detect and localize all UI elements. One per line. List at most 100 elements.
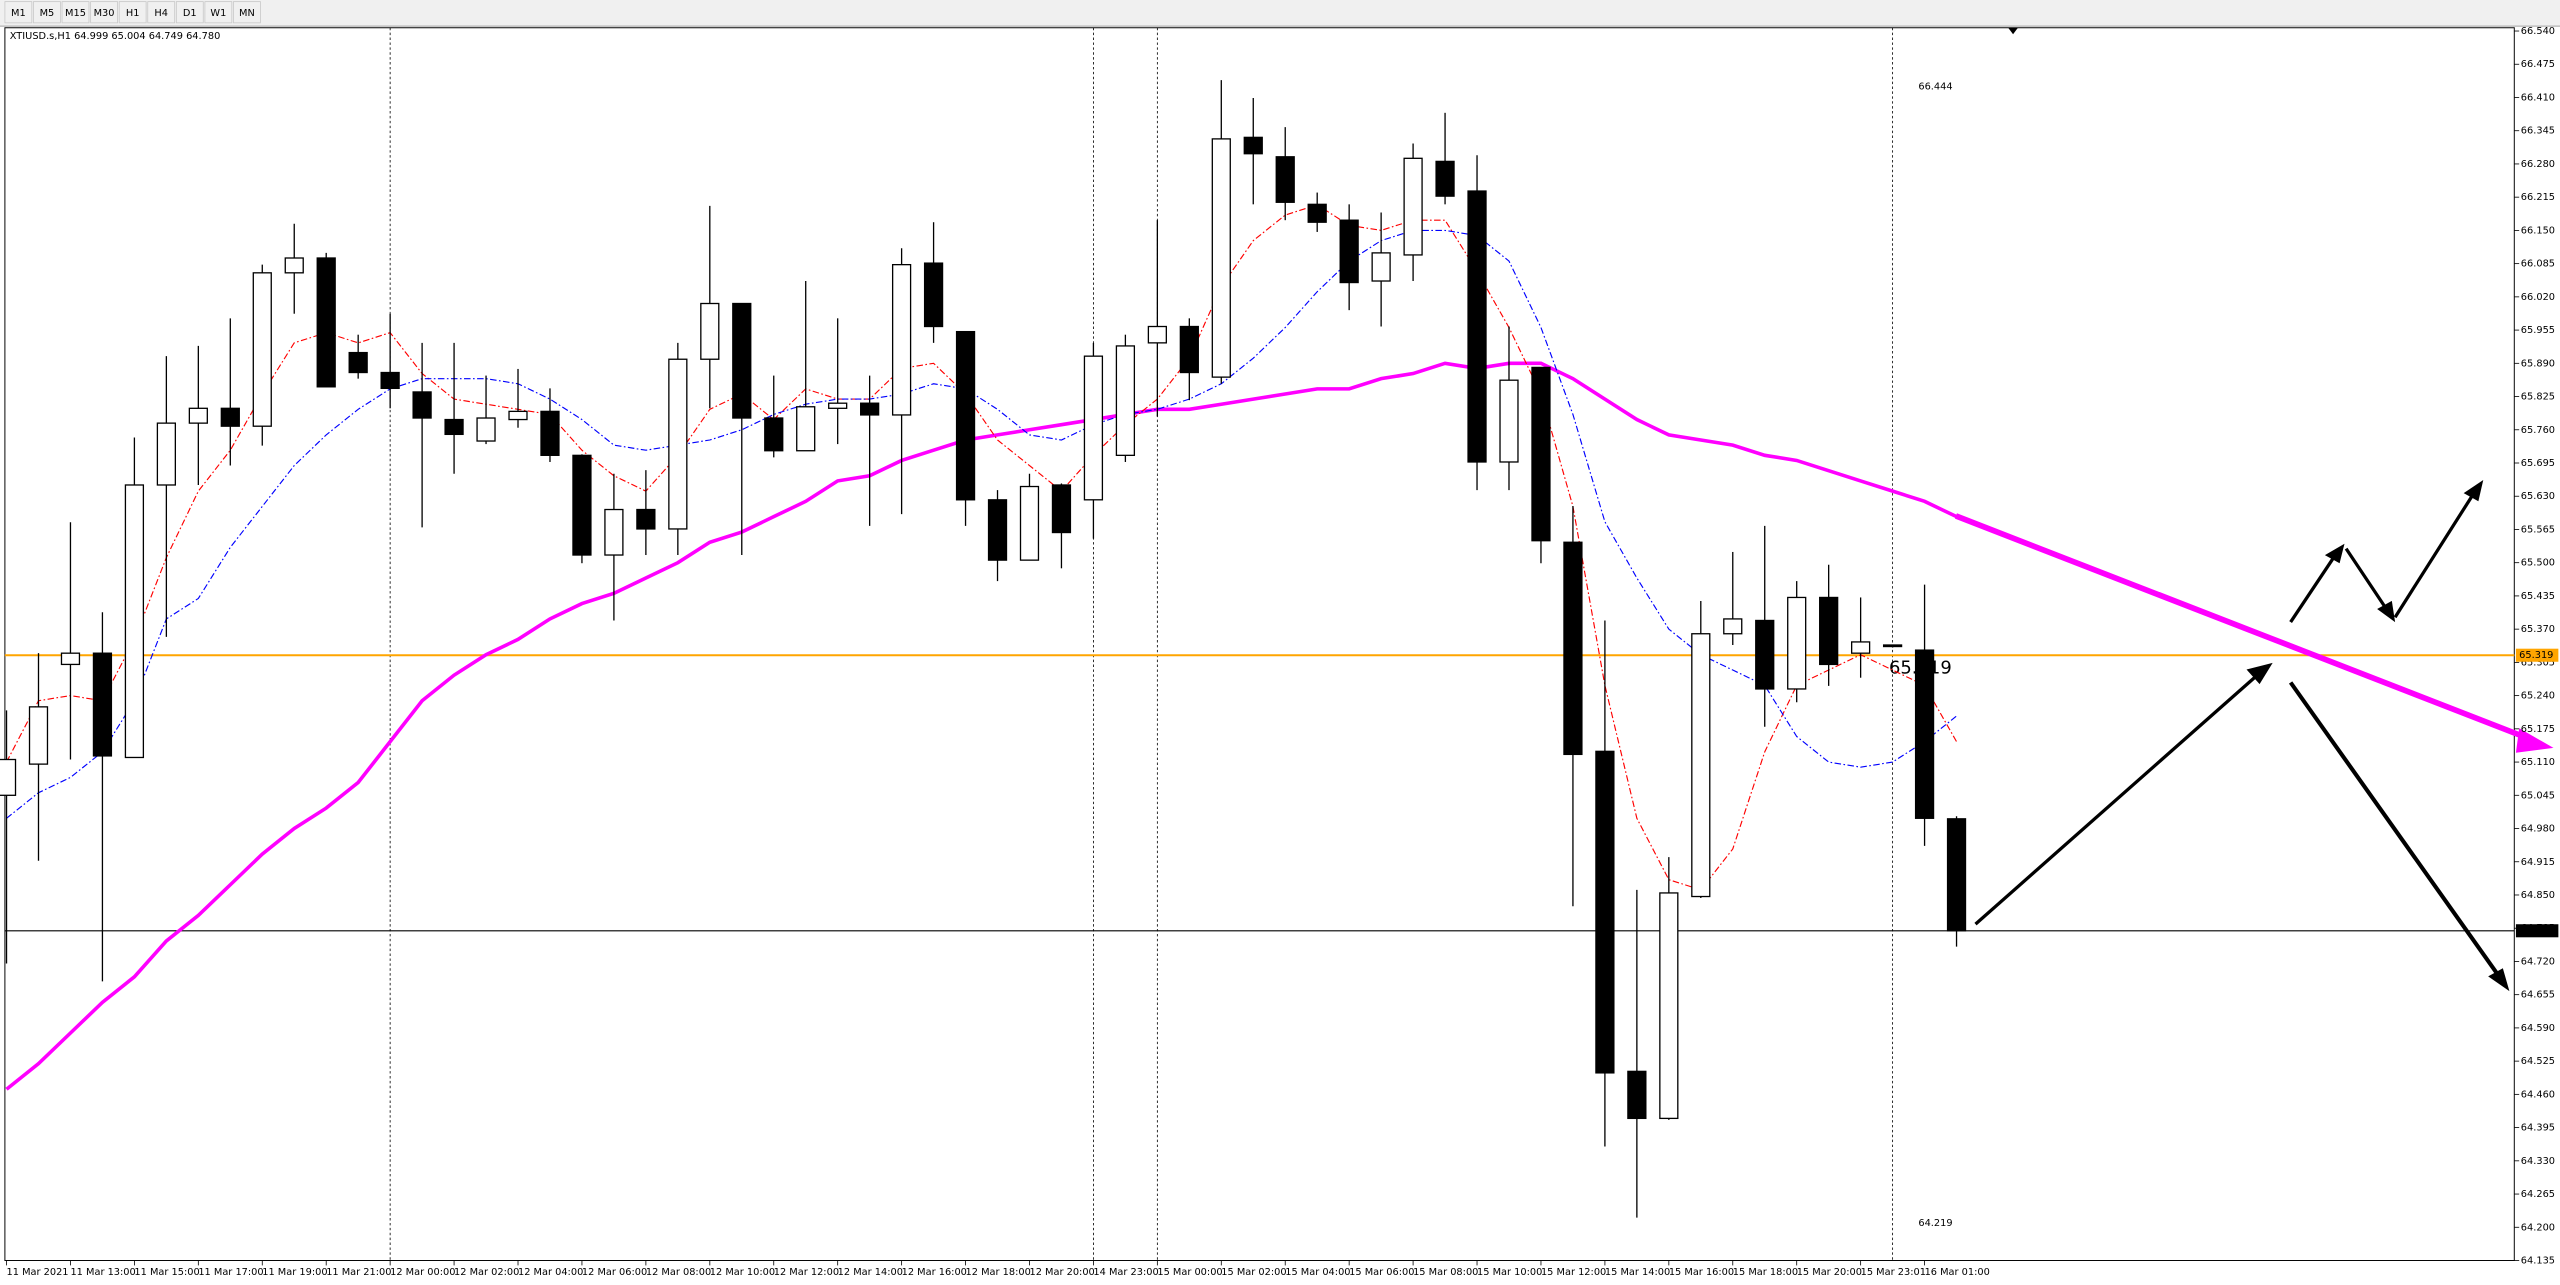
trend-arrow xyxy=(2289,557,2335,623)
timeframe-button[interactable] xyxy=(147,1,176,24)
candle-body xyxy=(668,358,688,530)
y-tick-label: 65.630 xyxy=(2521,491,2555,502)
timeframe-button[interactable] xyxy=(118,1,147,24)
candle-body xyxy=(636,508,656,530)
candle-body xyxy=(508,410,528,421)
candle-body xyxy=(1659,892,1679,1120)
timeframe-label[interactable]: H4 xyxy=(154,8,168,19)
timeframe-button[interactable] xyxy=(90,1,118,24)
x-tick-label: 12 Mar 00:00 xyxy=(390,1267,455,1278)
x-tick-label: 11 Mar 2021 xyxy=(7,1267,69,1278)
x-tick-label: 15 Mar 06:00 xyxy=(1349,1267,1414,1278)
candle-body xyxy=(764,417,784,452)
y-tick-label: 65.305 xyxy=(2521,657,2555,668)
timeframe-button[interactable] xyxy=(61,1,90,24)
candle-body xyxy=(1755,619,1775,690)
toolbar: M1 M5 M15 M30 H1 H4 D1 W1 MN xyxy=(4,1,261,24)
y-tick-label: 66.150 xyxy=(2521,225,2555,236)
x-tick-label: 12 Mar 20:00 xyxy=(1029,1267,1094,1278)
x-tick-label: 11 Mar 15:00 xyxy=(134,1267,199,1278)
y-tick-label: 64.655 xyxy=(2521,990,2555,1001)
y-tick-label: 64.135 xyxy=(2521,1256,2555,1267)
y-tick-label: 65.825 xyxy=(2521,392,2555,403)
candle-body xyxy=(476,417,496,442)
x-tick-label: 11 Mar 21:00 xyxy=(326,1267,391,1278)
y-tick-label: 65.760 xyxy=(2521,425,2555,436)
candle-body xyxy=(828,402,848,409)
x-tick-label: 12 Mar 10:00 xyxy=(710,1267,775,1278)
timeframe-button[interactable] xyxy=(204,1,233,24)
toolbar-bg xyxy=(0,0,2560,27)
candle-body xyxy=(444,418,464,436)
timeframe-label[interactable]: W1 xyxy=(210,8,226,19)
trend-arrow xyxy=(2344,547,2387,609)
timeframe-label[interactable]: M5 xyxy=(40,8,55,19)
y-tick-label: 66.540 xyxy=(2521,26,2555,37)
x-tick-label: 11 Mar 17:00 xyxy=(198,1267,263,1278)
candle-body xyxy=(412,391,432,419)
trend-arrow xyxy=(2393,495,2474,619)
candle-body xyxy=(284,257,304,274)
chart-header: XTIUSD.s,H1 64.999 65.004 64.749 64.780 xyxy=(10,31,221,42)
y-tick-label: 64.525 xyxy=(2521,1056,2555,1067)
candle-body xyxy=(28,706,49,765)
y-tick-label: 65.435 xyxy=(2521,591,2555,602)
x-tick-label: 12 Mar 06:00 xyxy=(582,1267,647,1278)
x-tick-label: 15 Mar 04:00 xyxy=(1285,1267,1350,1278)
y-tick-label: 66.085 xyxy=(2521,259,2555,270)
candle-body xyxy=(1819,596,1839,666)
y-tick-label: 66.410 xyxy=(2521,92,2555,103)
candle-body xyxy=(380,371,400,390)
timeframe-button[interactable] xyxy=(4,1,33,24)
y-tick-label: 65.175 xyxy=(2521,724,2555,735)
candle-body xyxy=(1403,157,1423,256)
candle-body xyxy=(124,484,145,759)
x-tick-label: 12 Mar 02:00 xyxy=(454,1267,519,1278)
candle-body xyxy=(316,257,336,388)
arrow-head xyxy=(2488,968,2510,992)
x-tick-label: 15 Mar 02:00 xyxy=(1221,1267,1286,1278)
arrow-head xyxy=(2515,728,2554,753)
candle-body xyxy=(860,402,880,416)
timeframe-label[interactable]: M30 xyxy=(94,8,115,19)
x-tick-label: 12 Mar 14:00 xyxy=(838,1267,903,1278)
y-tick-label: 65.370 xyxy=(2521,624,2555,635)
y-tick-label: 64.720 xyxy=(2521,956,2555,967)
timeframe-label[interactable]: MN xyxy=(239,8,255,19)
candle-body xyxy=(1115,345,1136,456)
high-label: 66.444 xyxy=(1918,82,1952,93)
y-tick-label: 64.265 xyxy=(2521,1189,2555,1200)
candle-body xyxy=(1627,1070,1647,1120)
y-tick-label: 66.345 xyxy=(2521,126,2555,137)
y-tick-label: 65.695 xyxy=(2521,458,2555,469)
y-tick-label: 65.110 xyxy=(2521,757,2555,768)
timeframe-button[interactable] xyxy=(233,1,261,24)
y-tick-label: 66.020 xyxy=(2521,292,2555,303)
timeframe-button[interactable] xyxy=(33,1,61,24)
timeframe-button[interactable] xyxy=(175,1,204,24)
arrow-head xyxy=(2324,543,2345,564)
arrow-head xyxy=(2246,662,2273,685)
y-tick-label: 64.395 xyxy=(2521,1123,2555,1134)
candle-body xyxy=(60,652,81,666)
candle-body xyxy=(1435,160,1455,197)
timeframe-label[interactable]: M15 xyxy=(65,8,86,19)
marker xyxy=(2008,27,2018,35)
x-tick-label: 12 Mar 12:00 xyxy=(774,1267,839,1278)
y-tick-label: 65.045 xyxy=(2521,790,2555,801)
candle-body xyxy=(348,351,368,374)
price-tag xyxy=(2515,924,2559,938)
candle-body xyxy=(1691,633,1711,898)
timeframe-label[interactable]: M1 xyxy=(11,8,26,19)
candle-body xyxy=(92,652,113,757)
y-tick-label: 65.565 xyxy=(2521,524,2555,535)
y-tick-label: 66.215 xyxy=(2521,192,2555,203)
candle-body xyxy=(0,758,17,796)
candle-body xyxy=(1595,750,1615,1074)
timeframe-label[interactable]: H1 xyxy=(126,8,140,19)
candle-body xyxy=(1275,156,1295,203)
arrow-head xyxy=(2377,600,2396,623)
timeframe-label[interactable]: D1 xyxy=(183,8,197,19)
